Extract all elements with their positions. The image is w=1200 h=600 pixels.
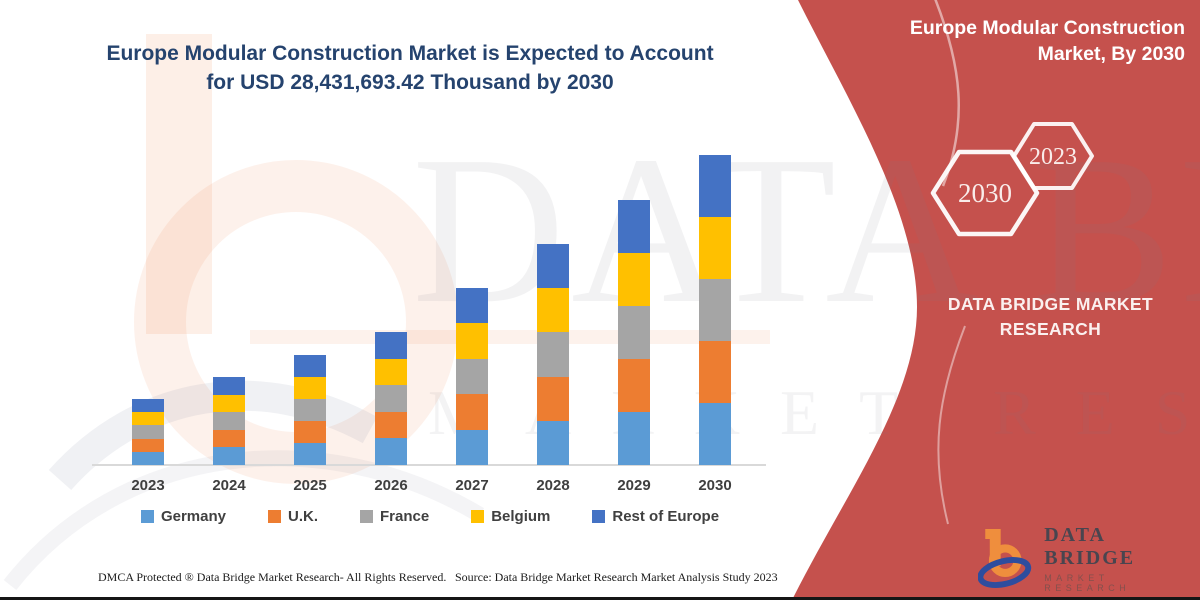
bar-segment-france-2026 (375, 385, 407, 412)
bar-segment-germany-2023 (132, 451, 164, 465)
bar-segment-rest-of-europe-2026 (375, 331, 407, 359)
bar-2030 (699, 155, 731, 465)
bar-segment-rest-of-europe-2027 (456, 288, 488, 324)
legend-swatch-icon (140, 510, 154, 523)
bar-segment-belgium-2023 (132, 412, 164, 426)
x-axis-label-2027: 2027 (455, 477, 489, 494)
bar-segment-germany-2024 (213, 447, 245, 465)
legend-swatch-icon (359, 510, 373, 523)
bar-segment-germany-2030 (699, 403, 731, 465)
bar-segment-rest-of-europe-2023 (132, 399, 164, 413)
databridge-logo-tagline: MARKET RESEARCH (1044, 572, 1131, 593)
bar-segment-rest-of-europe-2029 (618, 200, 650, 254)
bar-2028 (537, 243, 569, 465)
footer-source-text: Source: Data Bridge Market Research Mark… (455, 570, 778, 584)
bar-2023 (132, 399, 164, 465)
bar-segment-belgium-2029 (618, 253, 650, 307)
legend-item-germany: Germany (140, 508, 226, 525)
bar-segment-u-k--2025 (294, 420, 326, 443)
bar-segment-germany-2029 (618, 411, 650, 465)
x-axis-label-2024: 2024 (212, 477, 246, 494)
bar-segment-belgium-2028 (537, 288, 569, 333)
legend-label: France (379, 508, 430, 525)
legend-item-belgium: Belgium (471, 508, 550, 525)
bar-segment-france-2025 (294, 398, 326, 421)
bar-segment-germany-2026 (375, 438, 407, 465)
bar-segment-rest-of-europe-2025 (294, 354, 326, 377)
bar-segment-belgium-2030 (699, 217, 731, 279)
bar-segment-u-k--2026 (375, 411, 407, 439)
bar-2024 (213, 377, 245, 465)
bar-segment-rest-of-europe-2030 (699, 155, 731, 217)
bar-segment-france-2023 (132, 425, 164, 439)
legend-swatch-icon (592, 510, 606, 523)
panel-title: Europe Modular Construction Market, By 2… (909, 17, 1185, 66)
x-axis-label-2028: 2028 (536, 477, 570, 494)
hexagon-2030: 2030 (930, 149, 1040, 237)
legend-swatch-icon (267, 510, 281, 523)
bar-segment-belgium-2025 (294, 376, 326, 399)
bar-2025 (294, 354, 326, 465)
footer-dmca-text: DMCA Protected ® Data Bridge Market Rese… (98, 570, 447, 584)
legend-label: U.K. (287, 508, 318, 525)
databridge-logo: DATA BRIDGE MARKET RESEARCH (978, 522, 1188, 594)
legend-item-france: France (359, 508, 430, 525)
bar-segment-belgium-2027 (456, 323, 488, 359)
chart-title: Europe Modular Construction Market is Ex… (85, 40, 735, 98)
legend-label: Rest of Europe (612, 508, 720, 525)
chart-title-line1: Europe Modular Construction Market is Ex… (106, 42, 714, 65)
legend-item-rest-of-europe: Rest of Europe (592, 508, 719, 525)
databridge-logo-name: DATA BRIDGE (1044, 523, 1136, 569)
hexagon-2023-label: 2023 (1029, 144, 1077, 170)
bar-segment-france-2027 (456, 358, 488, 395)
panel-brand-name: DATA BRIDGE MARKET RESEARCH (947, 294, 1154, 340)
bar-2026 (375, 331, 407, 465)
bar-segment-u-k--2030 (699, 341, 731, 403)
chart-legend: Germany U.K. France Belgium Rest of Europe (95, 508, 765, 525)
x-axis-label-2023: 2023 (131, 477, 165, 494)
bar-segment-france-2029 (618, 306, 650, 359)
bar-segment-rest-of-europe-2028 (537, 243, 569, 289)
bar-segment-germany-2027 (456, 429, 488, 465)
panel-accent-curve-bottom (937, 325, 966, 525)
x-axis-label-2030: 2030 (698, 477, 732, 494)
bar-segment-france-2024 (213, 412, 245, 430)
bar-segment-belgium-2024 (213, 394, 245, 413)
x-axis-label-2026: 2026 (374, 477, 408, 494)
databridge-logo-icon (978, 528, 1032, 588)
x-axis-label-2025: 2025 (293, 477, 327, 494)
legend-swatch-icon (471, 510, 485, 523)
bar-segment-u-k--2023 (132, 438, 164, 452)
x-axis-line (92, 464, 766, 466)
x-axis-label-2029: 2029 (617, 477, 651, 494)
bar-segment-france-2030 (699, 279, 731, 341)
bar-segment-germany-2025 (294, 442, 326, 465)
bar-segment-u-k--2028 (537, 376, 569, 421)
side-panel-shape (793, 0, 1200, 597)
chart-title-line2: for USD 28,431,693.42 Thousand by 2030 (206, 70, 614, 94)
bar-segment-u-k--2024 (213, 429, 245, 448)
legend-item-u-k-: U.K. (267, 508, 318, 525)
legend-label: Belgium (491, 508, 551, 525)
bar-segment-u-k--2029 (618, 359, 650, 412)
bar-2029 (618, 200, 650, 465)
bar-segment-belgium-2026 (375, 358, 407, 386)
legend-label: Germany (160, 508, 226, 525)
hexagon-2030-label: 2030 (958, 178, 1012, 208)
bar-segment-u-k--2027 (456, 394, 488, 430)
bar-segment-rest-of-europe-2024 (213, 377, 245, 395)
bar-2027 (456, 288, 488, 465)
bar-segment-germany-2028 (537, 420, 569, 465)
bar-segment-france-2028 (537, 332, 569, 377)
